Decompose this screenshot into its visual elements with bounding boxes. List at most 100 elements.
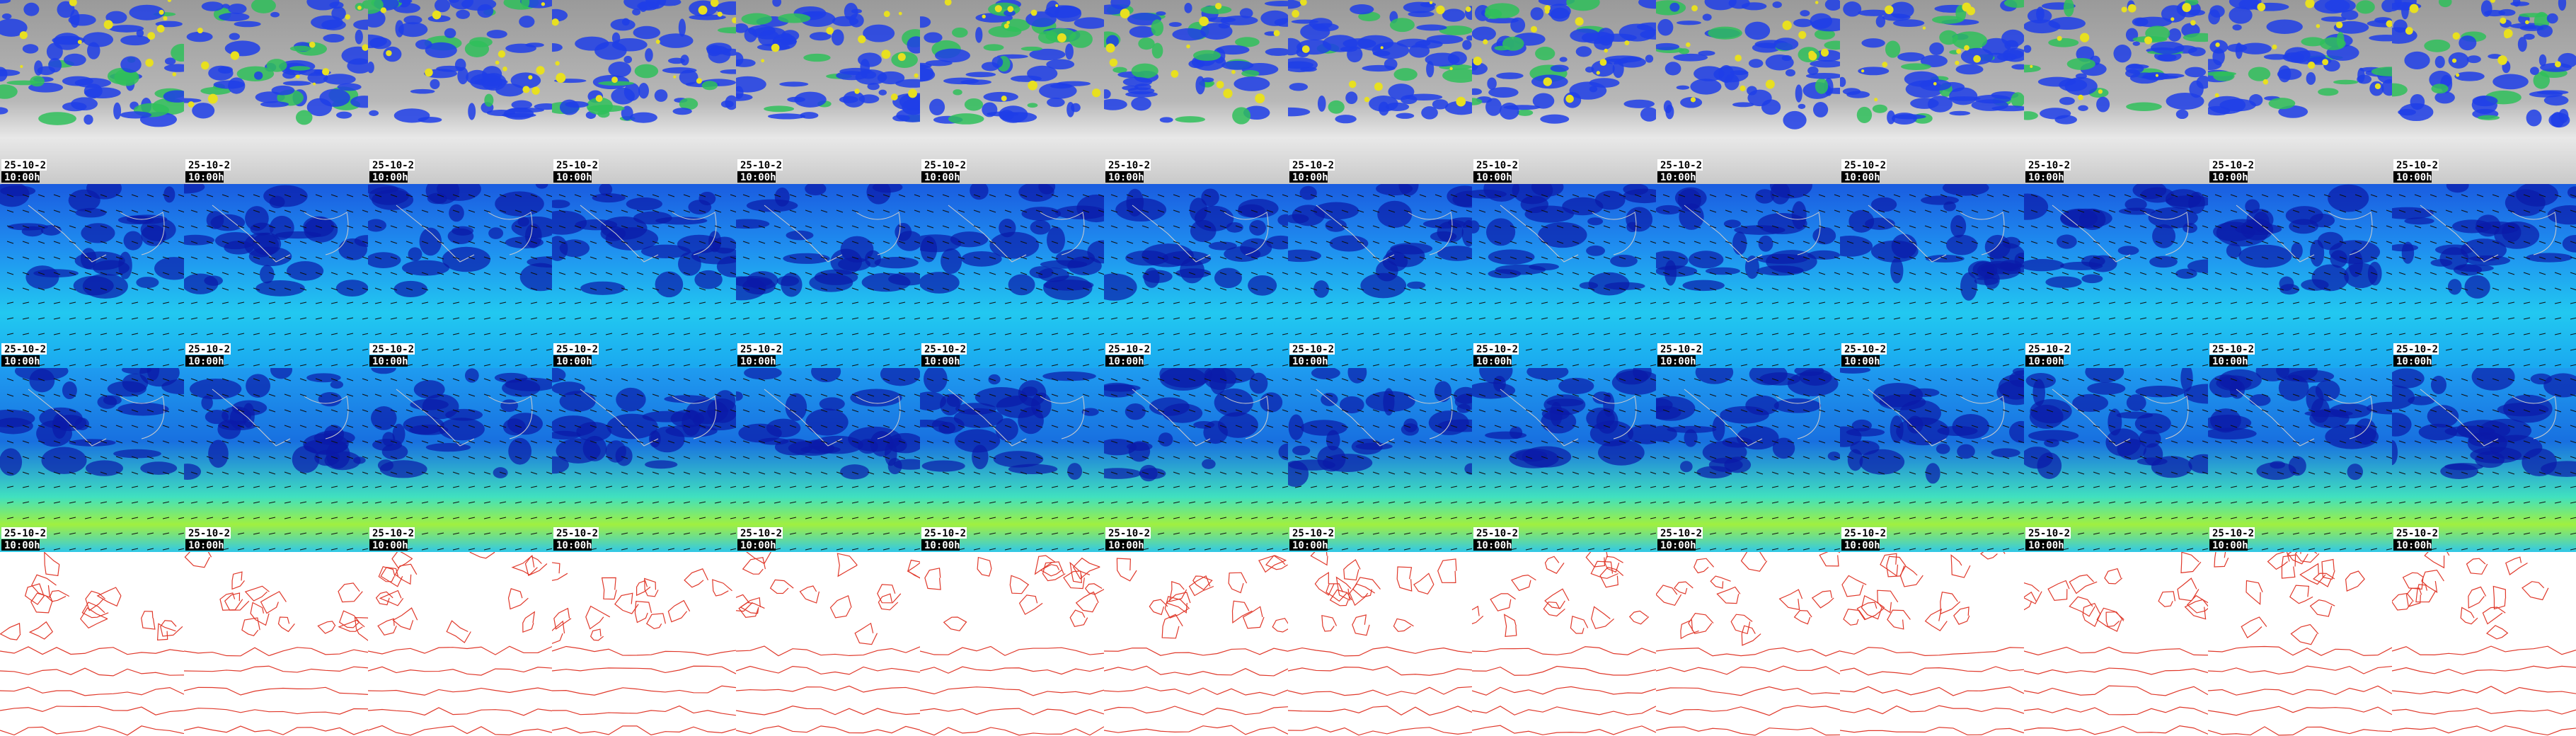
date-label-bg bbox=[553, 527, 599, 539]
date-label-bg bbox=[2025, 159, 2071, 171]
date-label-bg bbox=[185, 527, 231, 539]
time-label-bg bbox=[553, 355, 592, 367]
map-panel: 25-10-210:00h bbox=[2392, 0, 2576, 184]
date-label: 25-10-2 bbox=[1476, 344, 1518, 355]
time-label: 10:00h bbox=[372, 356, 408, 367]
time-label: 10:00h bbox=[740, 172, 776, 183]
time-label-bg bbox=[185, 171, 224, 183]
time-label-bg bbox=[2393, 539, 2432, 551]
date-label: 25-10-2 bbox=[1292, 528, 1334, 539]
time-label: 10:00h bbox=[2028, 540, 2064, 551]
time-label: 10:00h bbox=[4, 172, 40, 183]
date-label-bg bbox=[1289, 527, 1335, 539]
time-label-bg bbox=[1657, 171, 1696, 183]
time-label: 10:00h bbox=[1108, 356, 1144, 367]
date-label-bg bbox=[1, 159, 47, 171]
date-label: 25-10-2 bbox=[4, 344, 46, 355]
map-panel: 25-10-210:00h bbox=[0, 184, 184, 368]
time-label: 10:00h bbox=[1844, 172, 1880, 183]
time-label-bg bbox=[1289, 355, 1328, 367]
date-label: 25-10-2 bbox=[188, 344, 230, 355]
map-panel: 25-10-210:00h bbox=[184, 0, 368, 184]
date-label-bg bbox=[2209, 159, 2255, 171]
date-label-bg bbox=[369, 343, 415, 355]
date-label-bg bbox=[1105, 527, 1151, 539]
map-panel: 25-10-210:00h bbox=[184, 184, 368, 368]
date-label: 25-10-2 bbox=[1660, 160, 1702, 171]
map-panel: 25-10-210:00h bbox=[552, 368, 736, 552]
time-label: 10:00h bbox=[740, 540, 776, 551]
time-label-bg bbox=[185, 355, 224, 367]
time-label-bg bbox=[1, 355, 40, 367]
date-label: 25-10-2 bbox=[4, 528, 46, 539]
date-label: 25-10-2 bbox=[924, 528, 966, 539]
time-label: 10:00h bbox=[2396, 540, 2432, 551]
map-panel: 25-10-210:00h bbox=[1104, 184, 1288, 368]
map-panel bbox=[1472, 552, 1656, 736]
wind-background bbox=[0, 368, 184, 552]
date-label-bg bbox=[921, 159, 967, 171]
map-panel bbox=[1656, 552, 1840, 736]
time-label-bg bbox=[553, 171, 592, 183]
time-label: 10:00h bbox=[1844, 356, 1880, 367]
map-panel: 25-10-210:00h bbox=[736, 0, 920, 184]
pressure-background bbox=[1288, 552, 1472, 736]
date-label: 25-10-2 bbox=[2028, 528, 2070, 539]
date-label: 25-10-2 bbox=[2028, 160, 2070, 171]
date-label: 25-10-2 bbox=[1476, 528, 1518, 539]
map-panel bbox=[2208, 552, 2392, 736]
date-label: 25-10-2 bbox=[2028, 344, 2070, 355]
date-label: 25-10-2 bbox=[2212, 528, 2254, 539]
pressure-background bbox=[736, 552, 920, 736]
time-label: 10:00h bbox=[188, 172, 224, 183]
date-label: 25-10-2 bbox=[740, 344, 782, 355]
time-label-bg bbox=[1841, 539, 1880, 551]
date-label-bg bbox=[553, 159, 599, 171]
time-label-bg bbox=[369, 355, 408, 367]
time-label-bg bbox=[921, 355, 960, 367]
time-label: 10:00h bbox=[4, 356, 40, 367]
time-label-bg bbox=[2393, 171, 2432, 183]
time-label: 10:00h bbox=[556, 540, 592, 551]
time-label: 10:00h bbox=[372, 172, 408, 183]
map-panel bbox=[552, 552, 736, 736]
map-panel: 25-10-210:00h bbox=[2208, 368, 2392, 552]
date-label-bg bbox=[2209, 343, 2255, 355]
map-panel: 25-10-210:00h bbox=[736, 368, 920, 552]
time-label-bg bbox=[1473, 355, 1512, 367]
map-panel: 25-10-210:00h bbox=[552, 184, 736, 368]
map-panel: 25-10-210:00h bbox=[1472, 184, 1656, 368]
date-label: 25-10-2 bbox=[1292, 344, 1334, 355]
time-label: 10:00h bbox=[2396, 356, 2432, 367]
map-panel: 25-10-210:00h bbox=[1288, 0, 1472, 184]
date-label: 25-10-2 bbox=[188, 160, 230, 171]
time-label-bg bbox=[1473, 539, 1512, 551]
time-label: 10:00h bbox=[1292, 172, 1328, 183]
date-label: 25-10-2 bbox=[1108, 344, 1150, 355]
map-panel: 25-10-210:00h bbox=[2392, 368, 2576, 552]
date-label: 25-10-2 bbox=[556, 528, 598, 539]
date-label: 25-10-2 bbox=[924, 344, 966, 355]
time-label: 10:00h bbox=[188, 540, 224, 551]
map-panel: 25-10-210:00h bbox=[184, 368, 368, 552]
date-label-bg bbox=[553, 343, 599, 355]
date-label-bg bbox=[737, 159, 783, 171]
time-label-bg bbox=[1657, 539, 1696, 551]
time-label-bg bbox=[2025, 355, 2064, 367]
date-label-bg bbox=[2025, 527, 2071, 539]
date-label: 25-10-2 bbox=[2396, 160, 2438, 171]
time-label-bg bbox=[2025, 171, 2064, 183]
map-panel bbox=[1288, 552, 1472, 736]
map-panel bbox=[1840, 552, 2024, 736]
date-label-bg bbox=[1841, 527, 1887, 539]
time-label-bg bbox=[737, 355, 776, 367]
map-panel: 25-10-210:00h bbox=[1840, 0, 2024, 184]
map-panel bbox=[920, 552, 1104, 736]
date-label-bg bbox=[1473, 159, 1519, 171]
time-label-bg bbox=[1657, 355, 1696, 367]
pressure-background bbox=[1840, 552, 2024, 736]
map-panel: 25-10-210:00h bbox=[368, 0, 552, 184]
map-panel: 25-10-210:00h bbox=[1656, 0, 1840, 184]
date-label: 25-10-2 bbox=[372, 344, 414, 355]
